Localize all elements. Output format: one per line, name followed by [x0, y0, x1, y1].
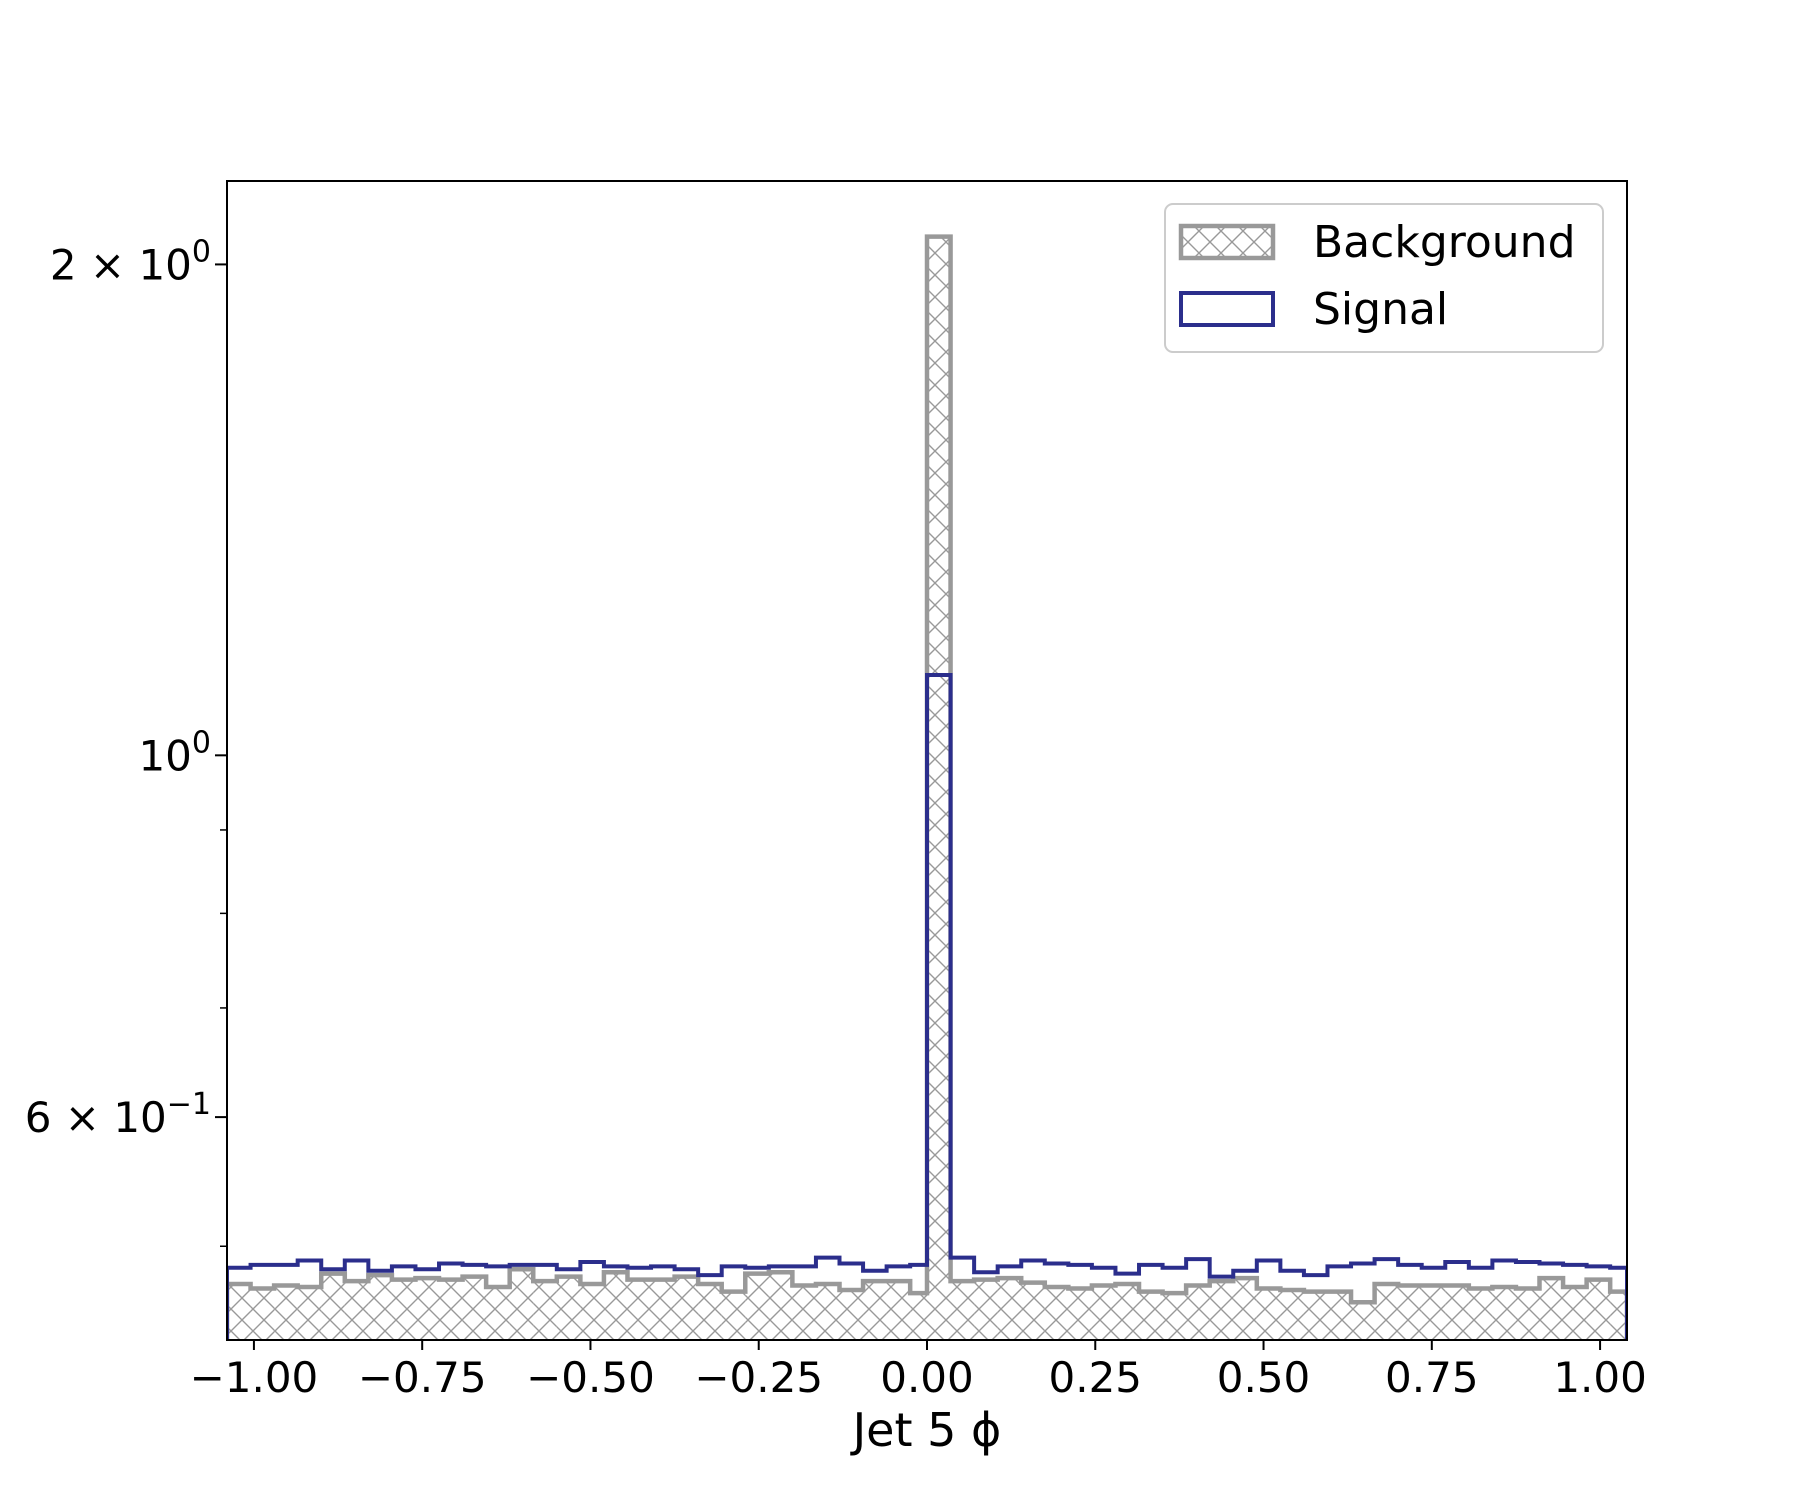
background-bar	[927, 236, 951, 1340]
background-bar	[1398, 1285, 1422, 1340]
legend-swatch-signal	[1179, 291, 1275, 327]
background-bar	[1115, 1284, 1140, 1340]
background-bar	[1280, 1290, 1304, 1340]
background-bar	[815, 1284, 840, 1340]
background-bar	[274, 1285, 298, 1340]
background-bar	[391, 1279, 416, 1340]
background-bar	[1610, 1291, 1627, 1340]
background-bar	[839, 1290, 864, 1340]
background-bar	[368, 1275, 392, 1340]
background-bar	[533, 1281, 557, 1340]
background-bar	[1445, 1285, 1469, 1340]
y-tick-label: 100	[138, 725, 211, 780]
background-bar	[1515, 1288, 1540, 1340]
background-bar	[1303, 1291, 1328, 1340]
background-bar	[603, 1272, 628, 1340]
background-bar	[1492, 1287, 1516, 1340]
background-bar	[1209, 1281, 1234, 1340]
x-tick-label: 1.00	[1553, 1353, 1647, 1402]
background-bar	[1186, 1285, 1210, 1340]
background-bar	[344, 1281, 369, 1340]
background-bar	[1256, 1288, 1281, 1340]
background-bar	[1044, 1287, 1069, 1340]
background-bar	[721, 1291, 746, 1340]
background-bar	[1139, 1291, 1163, 1340]
plot-area	[227, 234, 1627, 1340]
background-bar	[698, 1284, 722, 1340]
background-bar	[321, 1273, 345, 1340]
background-bar	[462, 1276, 487, 1340]
background-bar	[1563, 1287, 1587, 1340]
background-bar	[1162, 1293, 1187, 1340]
background-bar	[297, 1287, 322, 1340]
signal-series	[227, 673, 1627, 1340]
background-bar	[745, 1273, 769, 1340]
x-tick-label: 0.50	[1217, 1353, 1311, 1402]
background-bar	[886, 1281, 911, 1340]
background-bar	[580, 1284, 604, 1340]
background-bar	[1091, 1285, 1116, 1340]
axes: −1.00 −0.75 −0.50 −0.25 0.00 0.25 0.50 0.75 1.00…	[25, 234, 1647, 1402]
y-tick-label: 6 × 10−1	[25, 1087, 211, 1142]
background-bar	[1233, 1278, 1257, 1340]
background-bar	[1421, 1285, 1446, 1340]
legend-swatch-background	[1178, 223, 1276, 261]
background-bar	[1351, 1302, 1375, 1340]
background-bar	[250, 1288, 275, 1340]
background-bar	[910, 1293, 927, 1340]
background-bar	[1374, 1284, 1399, 1340]
background-bar	[415, 1278, 440, 1340]
legend: Background Signal	[1164, 203, 1604, 353]
legend-label-signal: Signal	[1313, 284, 1448, 335]
x-tick-label: −0.25	[694, 1353, 823, 1402]
background-bar	[439, 1279, 463, 1340]
x-tick-label: 0.25	[1049, 1353, 1143, 1402]
background-bar	[674, 1276, 699, 1340]
x-tick-label: −0.75	[358, 1353, 487, 1402]
background-bar	[1068, 1288, 1092, 1340]
x-tick-label: 0.00	[880, 1353, 974, 1402]
background-bar	[556, 1276, 581, 1340]
background-bar	[651, 1279, 675, 1340]
background-bar	[1327, 1291, 1352, 1340]
y-tick-label: 2 × 100	[50, 234, 211, 289]
background-bar	[792, 1285, 816, 1340]
x-tick-label: −1.00	[190, 1353, 319, 1402]
x-tick-label: −0.50	[526, 1353, 655, 1402]
background-bar	[768, 1272, 793, 1340]
background-bar	[974, 1279, 998, 1340]
background-bar	[997, 1278, 1022, 1340]
background-outline	[227, 234, 1627, 1340]
legend-label-background: Background	[1313, 217, 1576, 268]
x-tick-label: 0.75	[1385, 1353, 1479, 1402]
background-bar	[1586, 1279, 1611, 1340]
background-bar	[1021, 1282, 1045, 1340]
background-bar	[1468, 1288, 1493, 1340]
background-bar	[227, 1284, 251, 1340]
background-bar	[1539, 1278, 1564, 1340]
background-bar	[627, 1279, 652, 1340]
background-bar	[950, 1281, 975, 1340]
background-bar	[863, 1281, 887, 1340]
x-axis-label: Jet 5 ϕ	[850, 1403, 1002, 1457]
background-series	[227, 234, 1627, 1340]
signal-outline	[227, 673, 1627, 1340]
background-bar	[486, 1287, 510, 1340]
background-bar	[509, 1269, 534, 1340]
